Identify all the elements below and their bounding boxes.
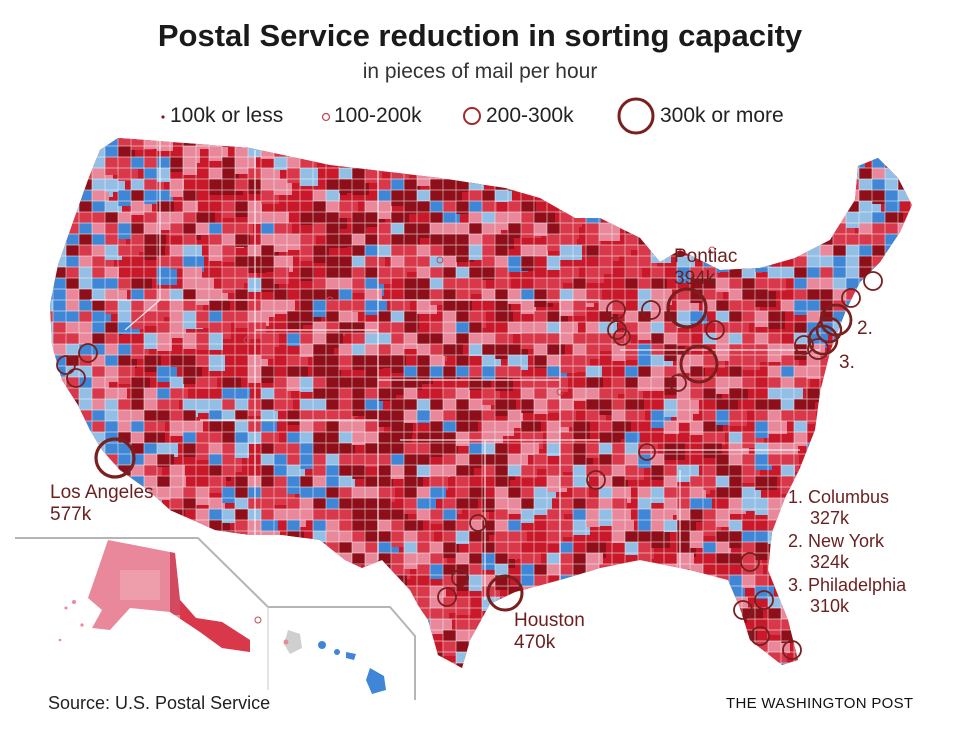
- alaska: [88, 540, 250, 652]
- callout-los-angeles-name: Los Angeles: [50, 482, 154, 503]
- legend-label-medium: 200-300k: [486, 104, 574, 127]
- source-note: Source: U.S. Postal Service: [48, 693, 271, 713]
- callout-pontiac-name: Pontiac: [674, 246, 738, 267]
- legend-circle-small-icon: [321, 112, 331, 122]
- alaska-islands: [58, 600, 84, 642]
- legend-item-small: 100-200k: [318, 96, 422, 136]
- annotation-philadelphia-label: 3. Philadelphia: [788, 575, 907, 595]
- legend-circle-large-icon: [617, 97, 655, 135]
- callout-houston-name: Houston: [514, 610, 585, 631]
- facility-circles-small: [243, 246, 716, 624]
- legend-dot-tiny-icon: [161, 115, 165, 119]
- annotation-new-york-value: 324k: [810, 552, 850, 572]
- marker-3: 3.: [839, 352, 855, 373]
- annotation-columbus-value: 327k: [810, 508, 850, 528]
- callout-houston-value: 470k: [514, 632, 556, 653]
- callout-pontiac-value: 394k: [674, 268, 716, 289]
- legend-label-large: 300k or more: [660, 104, 784, 127]
- facility-circles: [56, 271, 883, 660]
- annotation-new-york-label: 2. New York: [788, 531, 885, 551]
- legend-item-medium: 200-300k: [460, 96, 574, 136]
- annotation-philadelphia-value: 310k: [810, 596, 850, 616]
- inset-divider: [15, 537, 416, 700]
- legend-item-tiny: 100k or less: [156, 96, 283, 136]
- legend-label-tiny: 100k or less: [170, 104, 284, 127]
- annotation-new-york: 2. New York 324k: [788, 531, 884, 573]
- annotation-philadelphia: 3. Philadelphia 310k: [788, 575, 906, 617]
- marker-2: 2.: [857, 318, 873, 339]
- state-lines: [90, 140, 820, 600]
- callout-los-angeles: Los Angeles 577k: [50, 482, 154, 526]
- annotation-columbus-label: 1. Columbus: [788, 487, 890, 507]
- callout-pontiac: Pontiac 394k: [674, 246, 737, 290]
- legend-circle-medium-icon: [463, 107, 481, 125]
- callout-houston: Houston 470k: [514, 610, 585, 654]
- map-subtitle: in pieces of mail per hour: [362, 60, 598, 83]
- callout-los-angeles-value: 577k: [50, 504, 92, 525]
- map-title: Postal Service reduction in sorting capa…: [157, 18, 803, 53]
- legend-item-large: 300k or more: [616, 96, 784, 136]
- legend-label-small: 100-200k: [334, 104, 422, 127]
- annotation-columbus: 1. Columbus 327k: [788, 487, 889, 529]
- legend: 100k or less 100-200k 200-300k 300k or m…: [0, 96, 960, 136]
- publisher-credit: THE WASHINGTON POST: [726, 695, 914, 712]
- hawaii: [283, 630, 386, 694]
